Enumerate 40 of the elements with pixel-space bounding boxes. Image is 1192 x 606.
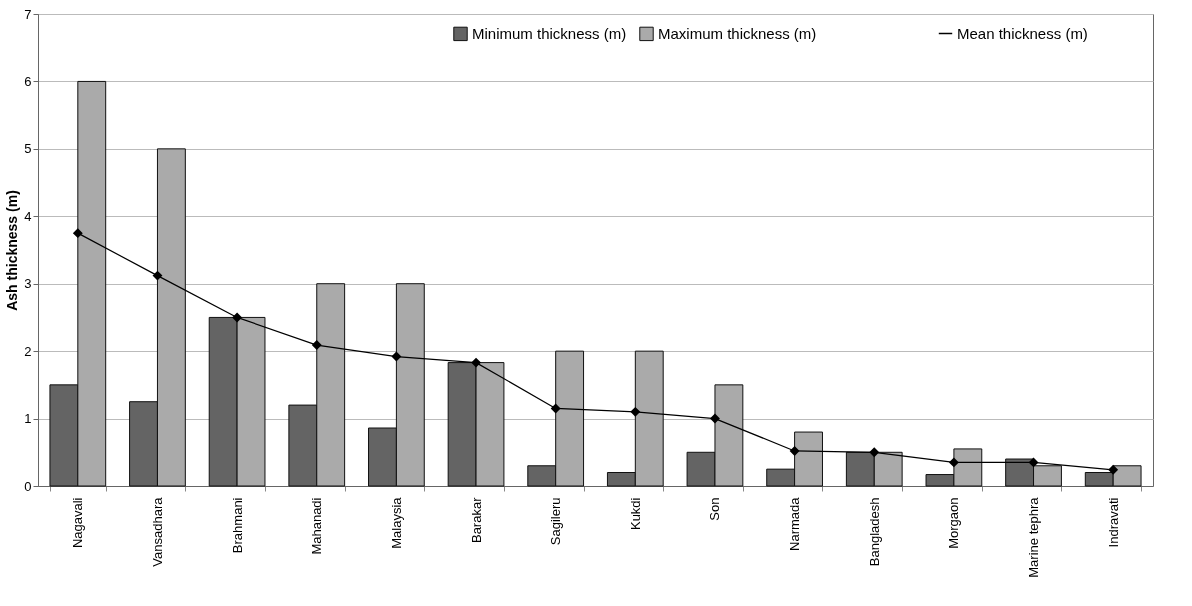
x-tick-label: Son [707, 497, 723, 521]
point [471, 358, 481, 368]
y-tick-label: 3 [24, 276, 32, 292]
x-tick-label: Nagavali [70, 497, 86, 549]
x-tick-label: Sagileru [548, 497, 564, 546]
x-tick-label: Marine tephra [1026, 496, 1042, 578]
x-tick-label: Indravati [1105, 497, 1121, 548]
point [1029, 457, 1039, 467]
legend-label: Minimum thickness (m) [472, 24, 627, 42]
x-tick-label: Kukdi [627, 497, 643, 531]
y-tick-label: 2 [24, 343, 32, 359]
x-tick-label: Mahanadi [309, 497, 325, 555]
point [312, 340, 322, 350]
y-tick-label: 5 [24, 141, 32, 157]
point [1108, 465, 1118, 475]
y-tick-label: 4 [24, 208, 32, 224]
legend-label: Mean thickness (m) [957, 24, 1088, 42]
point [551, 403, 561, 413]
point [391, 352, 401, 362]
point [869, 447, 879, 457]
y-tick-label: 0 [24, 478, 32, 494]
point [73, 228, 83, 238]
y-tick-label: 1 [24, 411, 32, 427]
y-tick-label: 7 [24, 6, 32, 22]
point [949, 457, 959, 467]
x-tick-label: Malaysia [388, 496, 404, 549]
x-tick-label: Bangladesh [866, 497, 882, 567]
x-tick-label: Brahmani [229, 497, 245, 554]
y-axis-title: Ash thickness (m) [4, 190, 21, 311]
point [232, 312, 242, 322]
point [710, 414, 720, 424]
x-tick-label: Vansadhara [149, 496, 165, 567]
point [790, 446, 800, 456]
x-tick-label: Narmada [787, 496, 803, 551]
legend-label: Maximum thickness (m) [658, 24, 817, 42]
y-tick-label: 6 [24, 73, 32, 89]
point [630, 407, 640, 417]
x-tick-label: Barakar [468, 496, 484, 544]
point [152, 271, 162, 281]
x-tick-label: Morgaon [946, 497, 962, 549]
